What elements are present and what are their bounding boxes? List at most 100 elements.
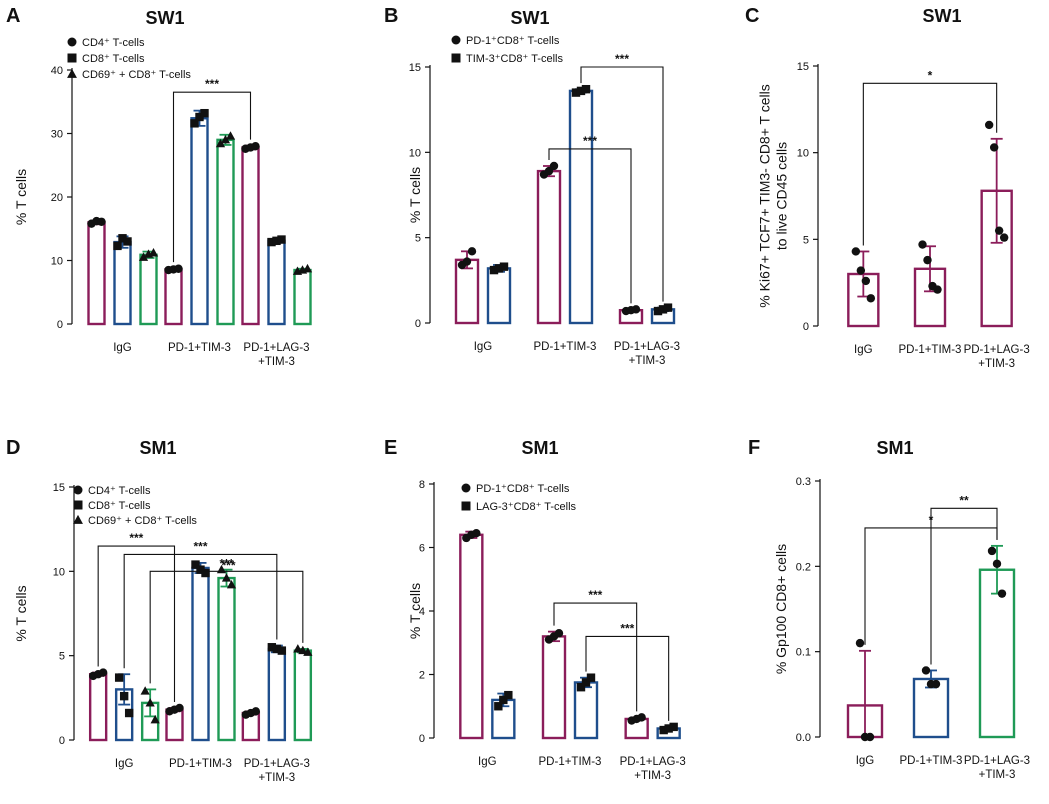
y-tick-label: 5 [803,234,809,246]
panel-letter: C [745,5,759,27]
data-point [576,86,586,96]
x-category-label: +TIM-3 [979,769,1016,781]
legend-marker [73,485,83,495]
data-point [504,690,513,700]
bar [536,169,562,325]
data-point [277,646,287,655]
legend-label: LAG-3⁺CD8⁺ T-cells [476,501,577,513]
legend-label: CD8⁺ T-cells [88,500,151,512]
y-tick-label: 0 [419,733,425,745]
data-point [272,644,282,654]
y-axis-label: % T cells [13,169,29,225]
y-tick-label: 0.3 [796,476,811,488]
y-tick-label: 2 [419,670,425,682]
legend-marker [451,35,461,45]
data-point [215,138,226,148]
data-point [554,629,564,638]
data-point [997,589,1007,598]
bar [293,268,312,326]
x-category-label: IgG [854,344,873,356]
bar [164,268,183,326]
x-category-label: PD-1+LAG-3 [243,342,309,354]
data-point [462,257,472,266]
y-axis-label: % T cells [407,583,423,639]
panel-title: SM1 [876,438,913,458]
data-point [653,306,663,316]
legend-marker [67,68,77,78]
data-point [195,112,204,122]
significance-label: * [929,513,934,527]
data-point [119,691,129,701]
data-point [923,255,932,265]
data-point [272,236,281,246]
x-category-label: PD-1+TIM-3 [169,758,232,770]
data-point [576,683,586,692]
significance-bracket [580,66,664,302]
data-point [123,237,132,246]
y-tick-label: 10 [51,256,63,268]
bar [190,117,209,326]
significance-label: ** [959,493,969,507]
data-point [581,84,591,94]
significance-bracket [97,545,176,702]
data-point [494,264,504,273]
data-point [631,305,641,314]
legend-label: PD-1⁺CD8⁺ T-cells [476,483,570,495]
y-tick-label: 30 [51,129,63,141]
significance-label: *** [205,77,219,91]
legend-label: TIM-3⁺CD8⁺ T-cells [466,53,563,65]
bar [568,89,594,325]
x-category-label: IgG [115,758,134,770]
y-tick-label: 6 [419,543,425,555]
data-point [851,247,861,256]
significance-bracket [172,91,252,263]
data-point [984,120,994,130]
data-point [298,645,308,655]
significance-label: * [928,68,933,82]
data-point [221,573,232,582]
panel-letter: F [748,437,760,459]
legend-marker [461,483,471,493]
data-point [494,702,503,711]
y-tick-label: 10 [53,566,65,578]
y-axis-label: to live CD45 cells [774,142,790,250]
data-point [999,233,1009,242]
data-point [659,725,668,735]
bar [459,533,484,740]
y-tick-label: 0.0 [796,732,811,744]
bar [541,635,567,740]
x-category-label: IgG [478,756,497,768]
y-tick-label: 0 [415,318,421,330]
data-point [918,240,927,249]
x-category-label: IgG [474,341,493,353]
panel-title: SM1 [521,438,558,458]
panel-title: SW1 [145,8,184,28]
y-axis-label: % T cells [407,167,423,223]
x-category-label: PD-1+TIM-3 [899,344,962,356]
y-tick-label: 10 [409,147,421,159]
data-point [174,264,183,273]
x-category-label: PD-1+LAG-3 [620,756,686,768]
data-point [267,643,277,652]
y-tick-label: 5 [415,233,421,245]
data-point [987,546,997,556]
data-point [549,161,559,171]
y-axis-label: % Gp100 CD8+ cells [773,544,789,674]
significance-label: *** [588,588,602,602]
panel-letter: E [384,437,397,459]
data-point [865,732,875,742]
data-point [994,226,1004,235]
data-point [658,305,668,314]
x-category-label: PD-1+TIM-3 [168,342,231,354]
data-point [277,235,286,244]
data-point [581,678,591,687]
bar [87,221,106,326]
legend-label: CD69⁺ + CD8⁺ T-cells [88,515,197,527]
x-category-label: PD-1+TIM-3 [534,341,597,353]
significance-bracket [862,82,998,246]
x-category-label: PD-1+LAG-3 [964,344,1030,356]
significance-label: *** [129,531,143,545]
significance-label: *** [620,621,634,635]
data-point [225,131,236,140]
data-point [586,673,596,682]
